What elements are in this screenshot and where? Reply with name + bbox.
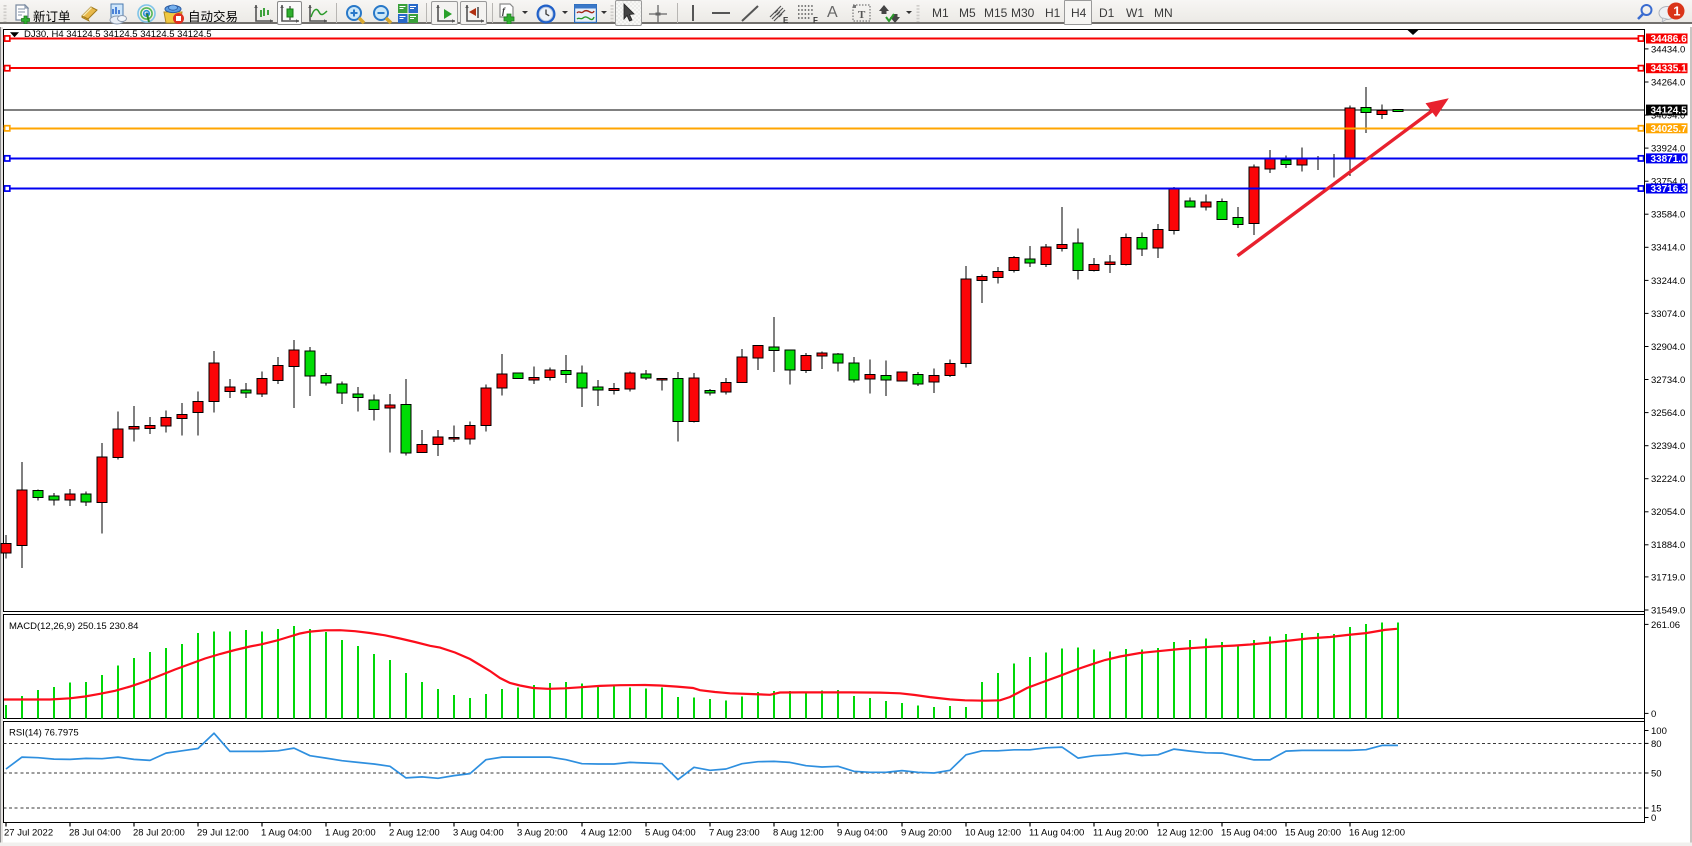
svg-text:0: 0 <box>1651 813 1656 824</box>
svg-text:15 Aug 04:00: 15 Aug 04:00 <box>1221 828 1277 839</box>
svg-text:261.06: 261.06 <box>1651 620 1680 631</box>
svg-text:0: 0 <box>1651 709 1656 720</box>
svg-text:1: 1 <box>1673 4 1680 19</box>
svg-text:5 Aug 04:00: 5 Aug 04:00 <box>645 828 696 839</box>
svg-text:T: T <box>858 9 866 21</box>
svg-text:9 Aug 04:00: 9 Aug 04:00 <box>837 828 888 839</box>
svg-text:33871.0: 33871.0 <box>1651 154 1688 165</box>
svg-text:F: F <box>813 16 818 25</box>
svg-text:34094.0: 34094.0 <box>1651 111 1685 122</box>
svg-text:34335.1: 34335.1 <box>1651 64 1688 75</box>
svg-text:1 Aug 04:00: 1 Aug 04:00 <box>261 828 312 839</box>
svg-text:32054.0: 32054.0 <box>1651 507 1685 518</box>
svg-text:MACD(12,26,9) 250.15 230.84: MACD(12,26,9) 250.15 230.84 <box>9 621 138 632</box>
svg-text:32734.0: 32734.0 <box>1651 375 1685 386</box>
svg-text:80: 80 <box>1651 739 1662 750</box>
svg-text:31549.0: 31549.0 <box>1651 605 1685 616</box>
svg-text:11 Aug 20:00: 11 Aug 20:00 <box>1093 828 1148 839</box>
svg-text:34025.7: 34025.7 <box>1651 124 1688 135</box>
svg-text:34434.0: 34434.0 <box>1651 44 1685 55</box>
svg-text:4 Aug 12:00: 4 Aug 12:00 <box>581 828 632 839</box>
svg-text:f: f <box>502 6 506 16</box>
svg-text:28 Jul 04:00: 28 Jul 04:00 <box>69 828 121 839</box>
svg-text:29 Jul 12:00: 29 Jul 12:00 <box>197 828 249 839</box>
svg-text:3 Aug 04:00: 3 Aug 04:00 <box>453 828 504 839</box>
svg-text:3 Aug 20:00: 3 Aug 20:00 <box>517 828 568 839</box>
svg-text:31719.0: 31719.0 <box>1651 572 1685 583</box>
svg-text:33414.0: 33414.0 <box>1651 243 1685 254</box>
svg-text:7 Aug 23:00: 7 Aug 23:00 <box>709 828 760 839</box>
svg-text:8 Aug 12:00: 8 Aug 12:00 <box>773 828 824 839</box>
svg-text:RSI(14) 76.7975: RSI(14) 76.7975 <box>9 728 79 739</box>
svg-text:9 Aug 20:00: 9 Aug 20:00 <box>901 828 952 839</box>
svg-text:33716.3: 33716.3 <box>1651 184 1688 195</box>
svg-text:50: 50 <box>1651 768 1662 779</box>
svg-text:2 Aug 12:00: 2 Aug 12:00 <box>389 828 440 839</box>
svg-text:100: 100 <box>1651 726 1667 737</box>
svg-text:15: 15 <box>1651 803 1662 814</box>
svg-text:32904.0: 32904.0 <box>1651 342 1685 353</box>
svg-text:10 Aug 12:00: 10 Aug 12:00 <box>965 828 1021 839</box>
svg-text:32224.0: 32224.0 <box>1651 474 1685 485</box>
svg-text:11 Aug 04:00: 11 Aug 04:00 <box>1029 828 1084 839</box>
svg-text:33074.0: 33074.0 <box>1651 309 1685 320</box>
svg-text:12 Aug 12:00: 12 Aug 12:00 <box>1157 828 1213 839</box>
svg-text:34486.6: 34486.6 <box>1651 34 1688 45</box>
svg-text:16 Aug 12:00: 16 Aug 12:00 <box>1349 828 1405 839</box>
svg-text:31884.0: 31884.0 <box>1651 540 1685 551</box>
svg-text:DJ30, H4 34124.5 34124.5 3412: DJ30, H4 34124.5 34124.5 34124.5 34124.5 <box>24 29 212 40</box>
svg-text:E: E <box>783 16 789 25</box>
svg-text:15 Aug 20:00: 15 Aug 20:00 <box>1285 828 1341 839</box>
svg-text:33754.0: 33754.0 <box>1651 177 1685 188</box>
svg-text:1 Aug 20:00: 1 Aug 20:00 <box>325 828 376 839</box>
svg-text:34264.0: 34264.0 <box>1651 77 1685 88</box>
svg-text:32564.0: 32564.0 <box>1651 408 1685 419</box>
svg-text:32394.0: 32394.0 <box>1651 441 1685 452</box>
svg-text:33584.0: 33584.0 <box>1651 210 1685 221</box>
svg-text:33244.0: 33244.0 <box>1651 276 1685 287</box>
svg-text:27 Jul 2022: 27 Jul 2022 <box>4 828 53 839</box>
svg-text:28 Jul 20:00: 28 Jul 20:00 <box>133 828 185 839</box>
svg-text:33924.0: 33924.0 <box>1651 144 1685 155</box>
svg-text:34124.5: 34124.5 <box>1651 106 1688 117</box>
